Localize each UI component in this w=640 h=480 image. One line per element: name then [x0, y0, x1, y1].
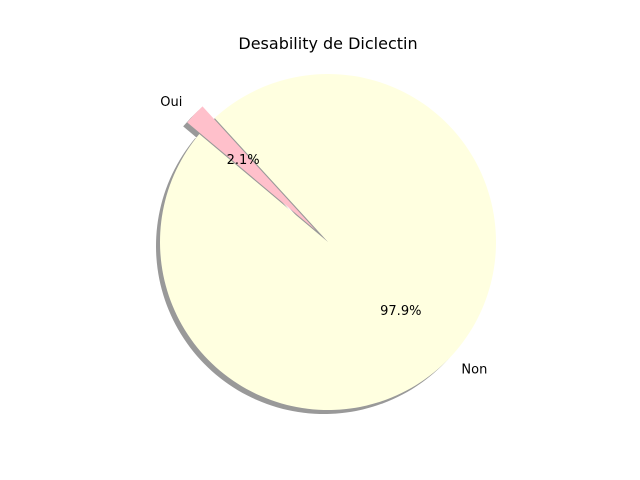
- chart-title: Desability de Diclectin: [238, 34, 417, 53]
- percent-label-oui: 2.1%: [227, 153, 260, 168]
- pie-slices: [160, 73, 497, 411]
- slice-label-oui: Oui: [160, 95, 182, 110]
- slice-non: [160, 73, 497, 411]
- pie-labels: Non 97.9% Oui 2.1%: [160, 95, 487, 377]
- slice-label-non: Non: [461, 362, 487, 377]
- percent-label-non: 97.9%: [380, 304, 421, 319]
- slice-oui: [187, 106, 316, 231]
